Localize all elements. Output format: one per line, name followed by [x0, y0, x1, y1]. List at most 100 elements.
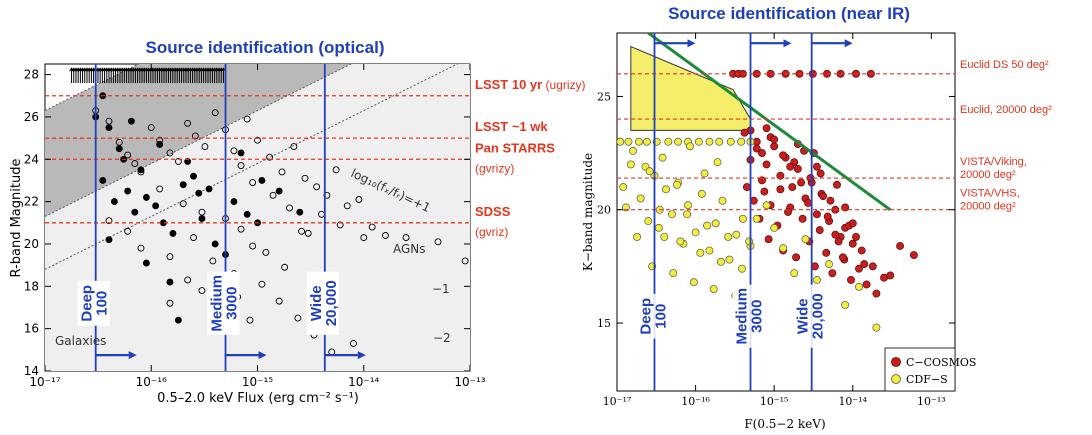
data-point-open — [190, 234, 197, 242]
data-point-ccosmos — [872, 289, 881, 298]
x-tick-label: 10⁻¹⁴ — [348, 375, 379, 389]
magnitude-limit-sublabel: (gvriz) — [475, 225, 508, 239]
survey-label-bg — [306, 271, 339, 335]
ratio-line-minus2 — [45, 64, 459, 270]
magnitude-limit-label: VISTA/VHS, — [960, 188, 1020, 200]
survey-area: 100 — [652, 304, 669, 329]
data-point-ccosmos — [740, 128, 749, 137]
data-point-cdfs — [718, 196, 727, 205]
data-point-open — [461, 257, 469, 265]
data-point-open — [230, 147, 238, 155]
data-point-ccosmos — [804, 198, 813, 207]
data-point-ccosmos — [862, 280, 871, 289]
data-point-cdfs — [683, 210, 692, 219]
data-point-cdfs — [660, 232, 669, 241]
data-point-cdfs — [709, 285, 718, 293]
data-point-cdfs — [726, 137, 735, 146]
data-point-filled — [198, 215, 206, 223]
minus1-annotation: −1 — [432, 282, 450, 296]
data-point-ccosmos — [886, 271, 895, 280]
survey-label-bg — [636, 293, 669, 339]
data-point-ccosmos — [848, 239, 857, 248]
data-point-cdfs — [691, 228, 700, 237]
x-axis-label: F(0.5−2 keV) — [744, 417, 825, 431]
data-point-cdfs — [705, 246, 714, 255]
survey-area: 100 — [94, 291, 111, 316]
x-tick-label: 10⁻¹⁶ — [136, 375, 167, 389]
data-point-ccosmos — [752, 144, 761, 153]
data-point-ccosmos — [855, 264, 863, 273]
data-point-open — [381, 232, 389, 239]
data-point-open — [343, 202, 351, 210]
data-point-ccosmos — [826, 196, 835, 205]
y-axis-label: K−band magnitude — [581, 153, 595, 271]
data-point-ccosmos — [793, 164, 802, 173]
data-point-open — [198, 208, 206, 216]
data-point-cdfs — [825, 260, 834, 269]
data-point-cdfs — [790, 269, 799, 278]
data-point-ccosmos — [822, 248, 831, 257]
data-point-ccosmos — [868, 262, 877, 271]
data-point-open — [184, 276, 192, 284]
data-point-open — [237, 162, 245, 170]
data-point-cdfs — [725, 255, 734, 264]
legend-marker-ccosmos — [891, 357, 901, 367]
data-point-open — [360, 234, 368, 242]
ratio-line-minus1 — [45, 64, 353, 217]
data-point-cdfs — [752, 214, 761, 223]
data-point-open — [262, 248, 270, 256]
upper-limit-arrows — [69, 67, 226, 84]
data-point-ccosmos — [788, 183, 797, 192]
y-tick-label: 24 — [24, 152, 39, 166]
chart-title: Source identification (optical) — [146, 38, 385, 57]
survey-arrowhead — [844, 39, 853, 48]
data-point-open — [286, 204, 293, 212]
data-point-filled — [131, 208, 139, 216]
data-point-cdfs — [644, 217, 653, 226]
survey-area: 20,000 — [323, 280, 340, 326]
y-tick-label: 25 — [597, 90, 611, 103]
data-point-ccosmos — [758, 149, 766, 158]
survey-area: 3000 — [224, 287, 241, 320]
data-point-cdfs — [619, 183, 628, 192]
data-point-ccosmos — [812, 162, 821, 171]
data-point-cdfs — [633, 232, 642, 241]
data-point-open — [249, 242, 257, 250]
data-point-open — [209, 257, 217, 265]
magnitude-limit-label: 20000 deg² — [960, 201, 1016, 213]
magnitude-limit-label: LSST 10 yr (ugrizy) — [475, 77, 586, 92]
data-point-open — [323, 191, 331, 199]
data-point-cdfs — [855, 282, 863, 291]
data-point-filled — [258, 176, 266, 184]
data-point-open — [124, 151, 132, 159]
survey-area: 3000 — [749, 300, 766, 333]
data-point-cdfs — [697, 189, 706, 198]
data-point-cdfs — [645, 167, 654, 176]
data-point-ccosmos — [823, 212, 832, 221]
galaxies-annotation: Galaxies — [55, 334, 106, 348]
data-point-open — [368, 223, 376, 231]
data-point-cdfs — [841, 300, 850, 309]
data-point-open — [350, 340, 357, 347]
data-point-cdfs — [664, 137, 673, 146]
data-point-open — [301, 174, 309, 182]
data-point-ccosmos — [798, 214, 807, 223]
data-point-open — [313, 183, 321, 191]
survey-name: Wide — [308, 285, 325, 321]
data-point-ccosmos — [848, 219, 857, 228]
data-point-open — [278, 168, 286, 176]
data-point-open — [211, 109, 219, 117]
data-point-open — [258, 280, 266, 288]
data-point-cdfs — [617, 137, 625, 146]
data-point-open — [105, 117, 113, 125]
y-tick-label: 26 — [24, 110, 39, 124]
data-point-cdfs — [762, 201, 771, 210]
data-point-cdfs — [694, 137, 703, 146]
y-tick-label: 22 — [24, 195, 39, 209]
data-point-ccosmos — [792, 253, 801, 262]
data-point-filled — [115, 145, 123, 153]
data-point-filled — [105, 236, 113, 244]
x-tick-label: 10⁻¹⁶ — [681, 395, 710, 408]
